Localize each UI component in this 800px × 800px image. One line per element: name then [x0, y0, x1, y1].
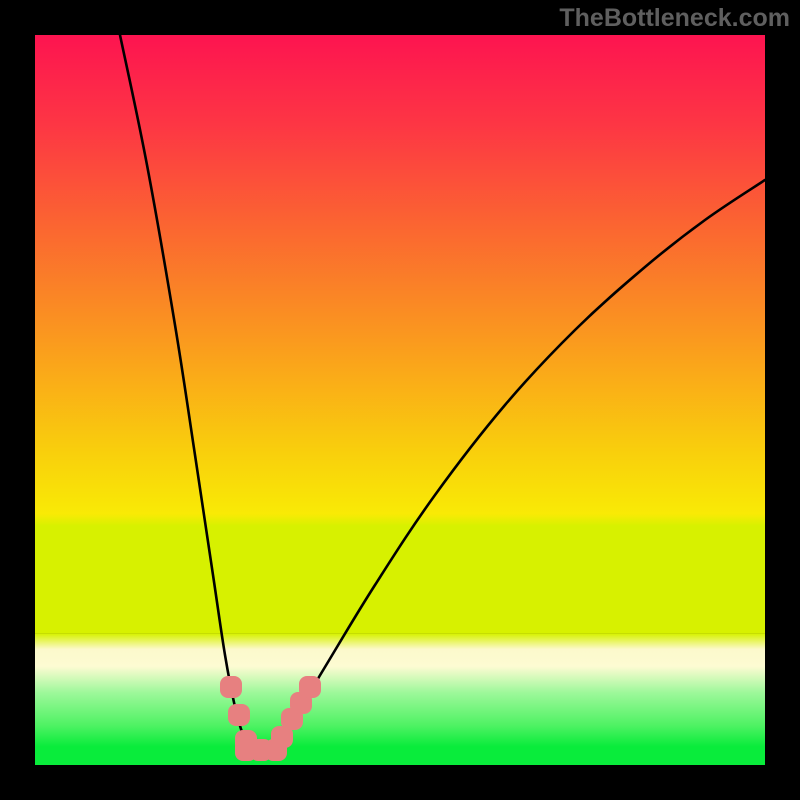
watermark-text: TheBottleneck.com	[559, 4, 790, 33]
data-marker	[299, 676, 321, 698]
canvas-root: TheBottleneck.com	[0, 0, 800, 800]
data-marker	[228, 704, 250, 726]
plot-area	[35, 35, 765, 765]
data-marker	[220, 676, 242, 698]
bottleneck-curve	[35, 35, 765, 765]
